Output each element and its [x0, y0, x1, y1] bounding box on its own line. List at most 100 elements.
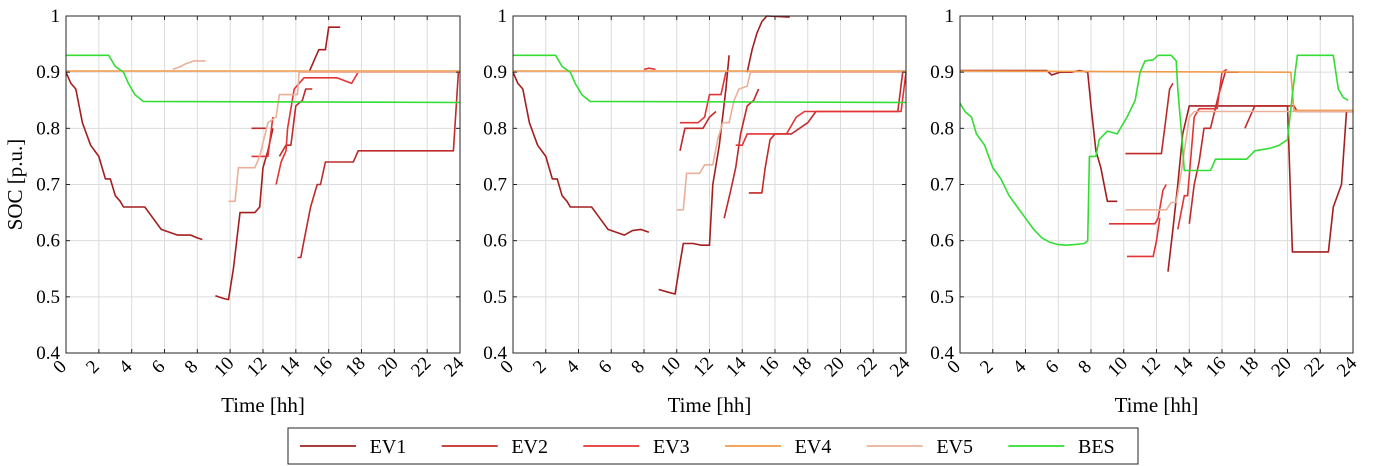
- y-tick-label: 1: [945, 6, 955, 27]
- x-tick-label: 22: [1300, 353, 1328, 381]
- series-line-bes: [66, 54, 461, 104]
- x-tick-label: 22: [407, 353, 435, 381]
- series-ev3: [643, 67, 907, 146]
- y-tick-label: 0.7: [36, 175, 60, 196]
- x-tick-label: 16: [755, 353, 783, 381]
- x-tick-label: 20: [374, 353, 402, 381]
- x-tick-label: 0: [49, 356, 71, 378]
- series-line-ev1: [308, 26, 341, 73]
- series-line-ev1: [215, 128, 274, 301]
- chart-panel-left: 0.40.50.60.70.80.910 2 4 6 8 10 12 14 16 18 20 22 24…: [3, 6, 469, 417]
- x-tick-label: 2: [529, 356, 551, 378]
- series-ev5: [676, 71, 906, 211]
- chart-panel-middle: 0.40.50.60.70.80.910 2 4 6 8 10 12 14 16 18 20 22 24…: [483, 6, 914, 417]
- x-tick-label: 14: [722, 353, 751, 382]
- series-bes: [66, 54, 461, 104]
- series-ev1: [65, 26, 341, 301]
- series-ev5: [172, 60, 460, 203]
- legend-entry-bes: BES: [1008, 436, 1115, 458]
- y-tick-label: 0.5: [930, 287, 954, 308]
- series-line-ev3: [680, 72, 727, 124]
- y-tick-label: 0.9: [930, 62, 954, 83]
- y-tick-label: 0.4: [930, 343, 954, 364]
- legend-label: EV5: [936, 436, 973, 458]
- x-tick-label: 20: [820, 353, 848, 381]
- x-tick-label: 4: [562, 356, 584, 378]
- y-tick-label: 0.8: [930, 118, 954, 139]
- x-axis-label: Time [hh]: [668, 393, 752, 417]
- x-tick-label: 24: [1333, 353, 1362, 382]
- series-line-ev2: [1188, 71, 1239, 224]
- x-tick-label: 6: [595, 356, 617, 378]
- y-tick-label: 0.9: [36, 62, 60, 83]
- x-tick-label: 12: [243, 353, 271, 381]
- series-line-bes: [959, 54, 1349, 246]
- series-line-ev5: [228, 71, 460, 203]
- x-tick-label: 0: [496, 356, 518, 378]
- y-tick-label: 0.6: [36, 231, 60, 252]
- y-axis-label: SOC [p.u.]: [3, 139, 27, 231]
- legend-entry-ev5: EV5: [866, 436, 973, 458]
- x-tick-label: 2: [82, 356, 104, 378]
- x-tick-label: 14: [1169, 353, 1198, 382]
- x-tick-label: 10: [657, 353, 685, 381]
- x-axis-label: Time [hh]: [1115, 393, 1199, 417]
- x-tick-label: 8: [181, 356, 203, 378]
- legend-entry-ev3: EV3: [583, 436, 690, 458]
- chart-panel-right: 0.40.50.60.70.80.910 2 4 6 8 10 12 14 16 18 20 22 24…: [930, 6, 1361, 417]
- y-tick-label: 0.9: [483, 62, 507, 83]
- y-tick-label: 0.7: [483, 175, 507, 196]
- legend-label: EV4: [795, 436, 832, 458]
- series-line-ev3: [251, 116, 274, 158]
- x-tick-label: 6: [1042, 356, 1064, 378]
- series-line-ev2: [723, 88, 760, 219]
- x-tick-label: 8: [1074, 356, 1096, 378]
- series-line-ev3: [643, 67, 656, 71]
- series-line-ev1: [1167, 105, 1353, 272]
- series-line-ev3: [1177, 68, 1228, 230]
- x-tick-label: 14: [276, 353, 305, 382]
- x-tick-label: 24: [440, 353, 469, 382]
- series-line-ev2: [297, 72, 460, 259]
- series-ev5: [1125, 110, 1353, 211]
- series-line-ev1: [65, 71, 203, 241]
- y-tick-label: 0.5: [483, 287, 507, 308]
- y-tick-label: 0.5: [36, 287, 60, 308]
- series-line-ev1: [512, 71, 650, 236]
- y-tick-label: 0.8: [36, 118, 60, 139]
- y-tick-label: 0.4: [483, 343, 507, 364]
- series-line-ev2: [679, 110, 717, 151]
- series-bes: [513, 54, 907, 104]
- x-tick-label: 10: [210, 353, 238, 381]
- y-tick-label: 0.4: [36, 343, 60, 364]
- x-tick-label: 22: [853, 353, 881, 381]
- y-tick-label: 0.7: [930, 175, 954, 196]
- series-bes: [959, 54, 1349, 246]
- series-line-ev5: [1125, 110, 1353, 211]
- legend-entry-ev1: EV1: [300, 436, 406, 458]
- legend-label: EV3: [653, 436, 690, 458]
- x-tick-label: 24: [886, 353, 915, 382]
- series-line-ev3: [735, 72, 907, 146]
- series-ev3: [1109, 68, 1228, 258]
- x-tick-label: 18: [1235, 353, 1263, 381]
- y-tick-label: 0.8: [483, 118, 507, 139]
- legend-entry-ev2: EV2: [441, 436, 548, 458]
- x-tick-label: 10: [1104, 353, 1132, 381]
- x-tick-label: 8: [627, 356, 649, 378]
- x-tick-label: 16: [1202, 353, 1230, 381]
- series-line-ev1: [658, 55, 730, 295]
- series-line-ev2: [1125, 82, 1174, 155]
- x-tick-label: 0: [943, 356, 965, 378]
- x-tick-label: 4: [115, 356, 137, 378]
- x-tick-label: 18: [788, 353, 816, 381]
- x-tick-label: 20: [1267, 353, 1295, 381]
- x-tick-label: 16: [309, 353, 337, 381]
- legend-label: EV1: [370, 436, 407, 458]
- y-tick-label: 1: [51, 6, 61, 27]
- x-axis-label: Time [hh]: [221, 393, 305, 417]
- x-tick-label: 12: [689, 353, 717, 381]
- series-line-ev3: [1109, 184, 1167, 225]
- x-tick-label: 12: [1136, 353, 1164, 381]
